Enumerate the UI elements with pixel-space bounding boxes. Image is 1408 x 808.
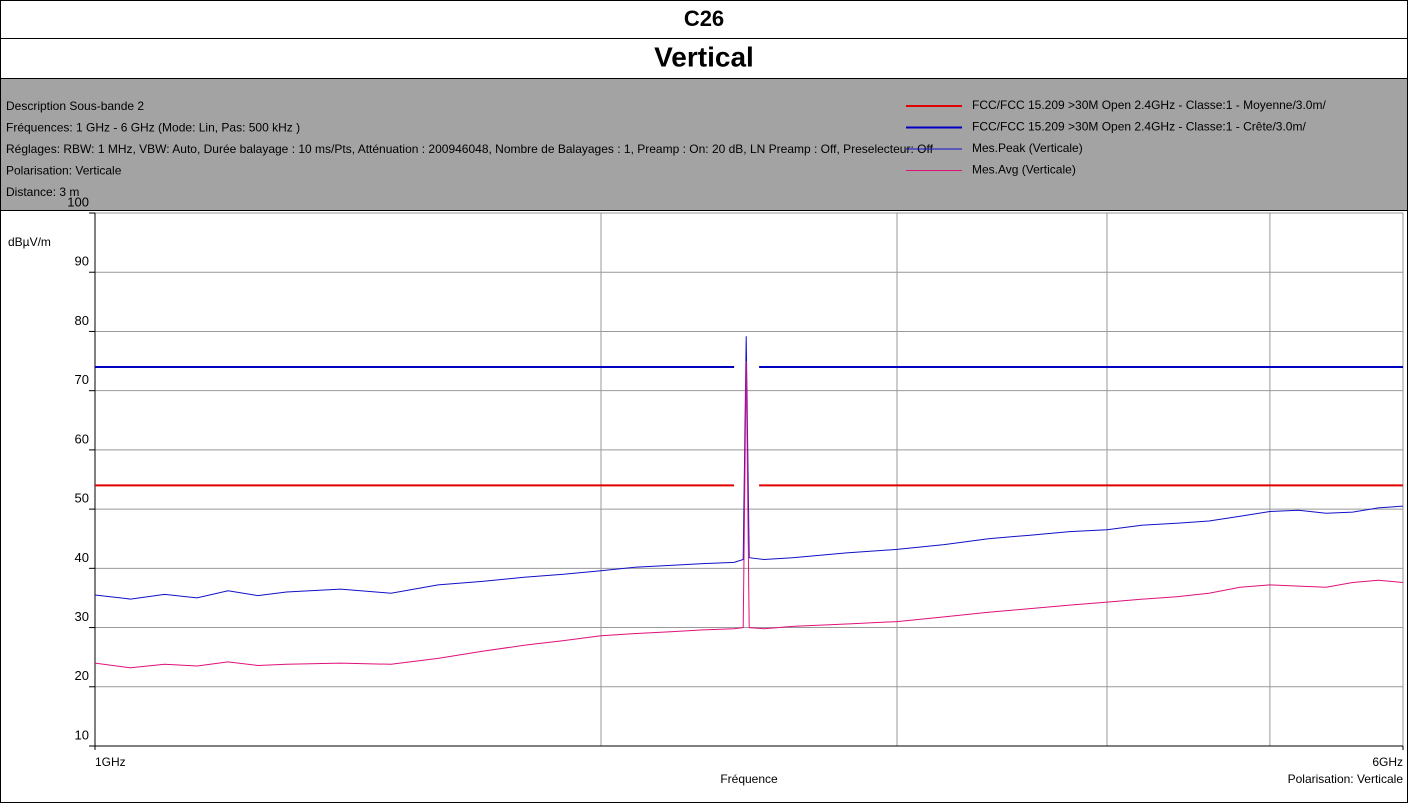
y-tick-label: 70: [75, 372, 89, 387]
y-tick-label: 100: [67, 194, 89, 209]
y-tick-label: 90: [75, 254, 89, 269]
y-tick-label: 20: [75, 668, 89, 683]
y-tick-label: 30: [75, 609, 89, 624]
y-tick-label: 50: [75, 491, 89, 506]
legend-label: Mes.Peak (Verticale): [972, 141, 1083, 155]
x-tick-label: 1GHz: [95, 755, 126, 769]
y-tick-label: 80: [75, 313, 89, 328]
legend-label: Mes.Avg (Verticale): [972, 163, 1076, 177]
y-tick-label: 60: [75, 431, 89, 446]
y-axis-label: dBµV/m: [8, 235, 51, 249]
legend-label: FCC/FCC 15.209 >30M Open 2.4GHz - Classe…: [972, 98, 1326, 112]
annotation: Polarisation: Verticale: [1288, 772, 1404, 786]
y-tick-label: 40: [75, 550, 89, 565]
plot-area: [94, 212, 1404, 747]
series-line: [94, 336, 1404, 600]
info-line: Fréquences: 1 GHz - 6 GHz (Mode: Lin, Pa…: [6, 121, 300, 135]
series-line: [94, 361, 1404, 669]
info-panel: [1, 79, 1407, 210]
legend-label: FCC/FCC 15.209 >30M Open 2.4GHz - Classe…: [972, 120, 1306, 134]
x-axis-label: Fréquence: [720, 772, 778, 786]
info-line: Réglages: RBW: 1 MHz, VBW: Auto, Durée b…: [6, 142, 934, 156]
info-line: Distance: 3 m: [6, 185, 79, 199]
title: C26: [684, 6, 724, 31]
subtitle: Vertical: [654, 41, 754, 72]
x-tick-label: 6GHz: [1372, 755, 1403, 769]
y-tick-label: 10: [75, 727, 89, 742]
info-line: Polarisation: Verticale: [6, 164, 122, 178]
title-bar: [1, 1, 1407, 38]
info-line: Description Sous-bande 2: [6, 99, 144, 113]
